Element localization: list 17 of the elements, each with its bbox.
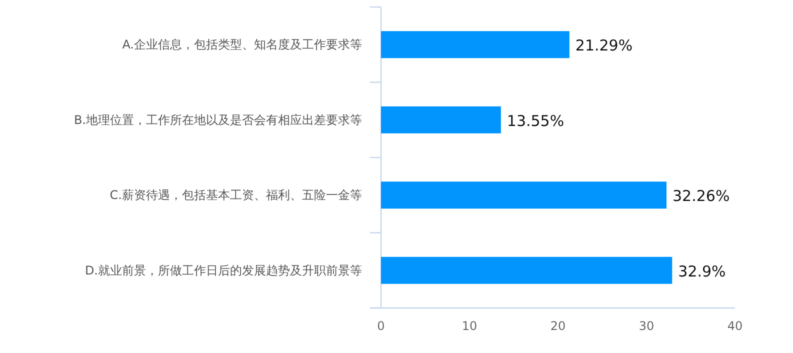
data-label: 21.29% (575, 36, 633, 55)
y-tick-label: C.薪资待遇，包括基本工资、福利、五险一金等 (110, 188, 362, 202)
data-label: 32.9% (678, 262, 726, 280)
bar (381, 31, 570, 58)
x-tick-label: 30 (638, 319, 654, 333)
data-label: 32.26% (672, 187, 730, 206)
y-tick-label: A.企业信息，包括类型、知名度及工作要求等 (122, 38, 362, 52)
data-label: 13.55% (506, 112, 564, 130)
x-tick-label: 10 (462, 319, 478, 333)
x-tick-label: 0 (377, 319, 385, 333)
y-tick-label: B.地理位置，工作所在地以及是否会有相应出差要求等 (74, 112, 362, 127)
bar (381, 106, 501, 134)
bar (381, 256, 672, 284)
bar (381, 182, 666, 209)
x-tick-label: 40 (727, 319, 743, 333)
y-tick-label: D.就业前景，所做工作日后的发展趋势及升职前景等 (84, 263, 362, 278)
x-tick-label: 20 (550, 319, 566, 333)
